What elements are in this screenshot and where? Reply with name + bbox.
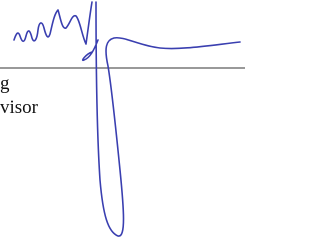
text-line: g [0, 74, 10, 93]
signature [14, 2, 240, 236]
text-line: visor [0, 98, 38, 117]
signature-block [0, 0, 245, 241]
page: {"text_lines": ["g", "visor"]} g visor (… [0, 0, 245, 241]
